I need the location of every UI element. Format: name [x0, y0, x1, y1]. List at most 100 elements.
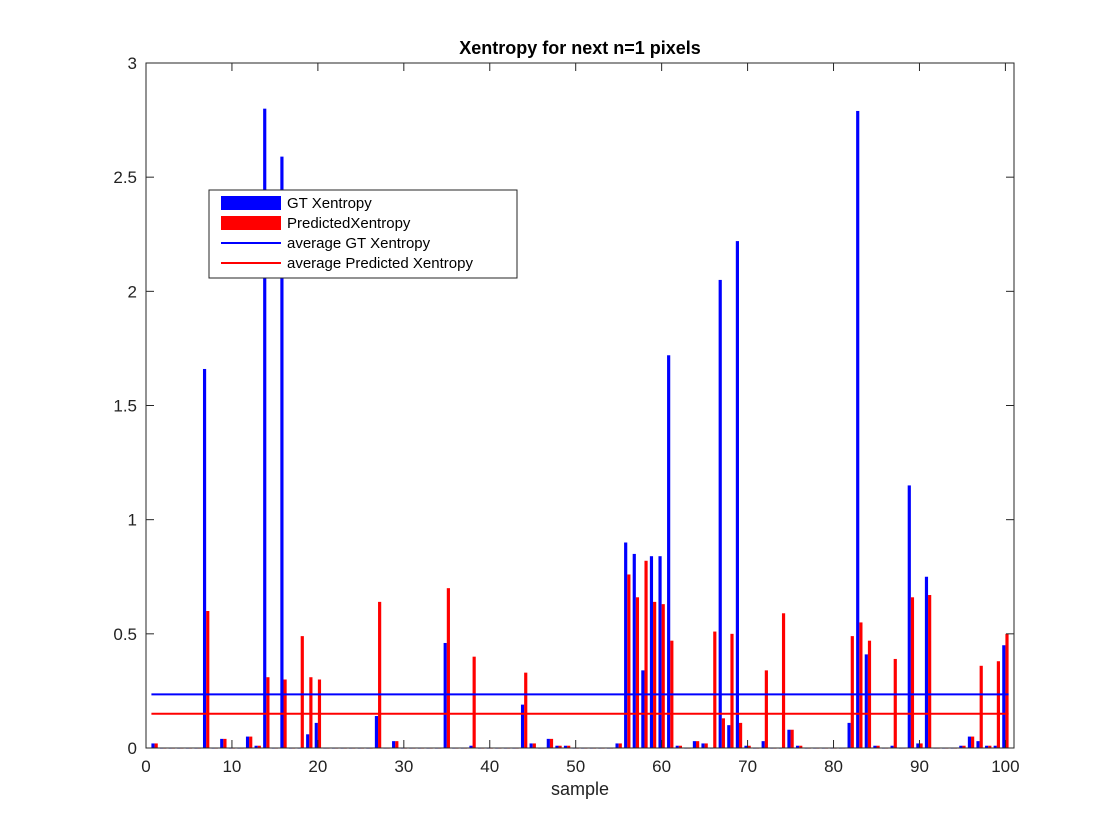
- bar-predicted-59: [653, 601, 657, 748]
- bar-gt-55: [615, 743, 619, 748]
- x-tick-label: 50: [566, 757, 585, 776]
- x-tick-label: 70: [738, 757, 757, 776]
- bar-predicted-82: [850, 636, 854, 748]
- bar-gt-90: [916, 743, 920, 748]
- bar-predicted-45: [532, 743, 536, 748]
- legend: GT Xentropy PredictedXentropy average GT X…: [208, 189, 518, 279]
- bar-predicted-19: [309, 677, 313, 748]
- y-tick-label: 3: [128, 54, 137, 73]
- bar-predicted-99: [996, 661, 1000, 748]
- bar-predicted-60: [661, 604, 665, 748]
- bar-predicted-18: [300, 636, 304, 748]
- bar-gt-27: [374, 716, 379, 748]
- bar-gt-60: [658, 556, 662, 748]
- bar-predicted-96: [971, 736, 975, 748]
- bar-gt-44: [520, 704, 525, 748]
- y-tick-label: 0.5: [113, 625, 137, 644]
- y-tick-label: 1: [128, 511, 137, 530]
- bar-predicted-1: [154, 743, 158, 748]
- bar-gt-56: [624, 542, 628, 748]
- chart-title: Xentropy for next n=1 pixels: [459, 38, 701, 58]
- bar-predicted-62: [678, 745, 683, 748]
- bar-gt-29: [392, 741, 396, 748]
- bar-predicted-14: [266, 677, 270, 748]
- x-axis-label: sample: [551, 779, 609, 799]
- bar-gt-85: [873, 745, 877, 748]
- bar-gt-64: [692, 741, 697, 748]
- bar-gt-1: [151, 743, 155, 748]
- bar-gt-7: [202, 368, 207, 748]
- bar-predicted-85: [876, 745, 880, 748]
- bar-predicted-72: [764, 670, 768, 748]
- bar-gt-99: [993, 745, 997, 748]
- y-tick-label: 0: [128, 739, 137, 758]
- legend-entry-label: PredictedXentropy: [287, 215, 411, 232]
- bar-gt-97: [976, 741, 980, 748]
- bar-predicted-29: [395, 741, 399, 748]
- x-tick-label: 60: [652, 757, 671, 776]
- bar-predicted-89: [910, 597, 915, 748]
- bar-predicted-97: [979, 665, 983, 748]
- bar-predicted-12: [249, 736, 253, 748]
- legend-swatch-bar: [221, 216, 281, 230]
- bar-gt-98: [985, 745, 989, 748]
- x-tick-label: 10: [222, 757, 241, 776]
- bar-predicted-13: [257, 745, 261, 748]
- bar-predicted-49: [567, 745, 571, 748]
- bar-predicted-58: [644, 560, 648, 748]
- bar-predicted-91: [928, 595, 932, 748]
- bar-predicted-47: [549, 738, 554, 748]
- bar-predicted-90: [919, 743, 923, 748]
- y-tick-label: 2.5: [113, 168, 137, 187]
- bar-predicted-9: [223, 738, 227, 748]
- bar-gt-35: [443, 642, 447, 748]
- bar-predicted-100: [1005, 633, 1009, 748]
- reference-lines-group: [151, 693, 1009, 715]
- bar-gt-12: [245, 736, 250, 748]
- bar-gt-45: [529, 743, 533, 748]
- bar-predicted-56: [627, 574, 631, 748]
- bar-series-group: [151, 108, 1009, 749]
- x-tick-label: 20: [308, 757, 327, 776]
- bar-gt-20: [314, 722, 318, 748]
- bar-predicted-66: [713, 631, 717, 748]
- bar-predicted-38: [472, 656, 476, 748]
- bar-predicted-55: [618, 743, 622, 748]
- legend-entry-label: average Predicted Xentropy: [287, 255, 473, 272]
- bar-gt-83: [856, 110, 860, 748]
- bar-gt-82: [847, 722, 851, 748]
- bar-predicted-87: [893, 658, 897, 748]
- bar-predicted-83: [859, 622, 863, 748]
- bar-predicted-67: [721, 718, 725, 748]
- bar-predicted-98: [988, 745, 992, 748]
- plot-area: [146, 63, 1014, 748]
- bar-gt-47: [546, 738, 550, 748]
- bar-gt-9: [220, 738, 224, 748]
- bar-gt-89: [907, 485, 911, 748]
- legend-entry-label: average GT Xentropy: [287, 235, 431, 252]
- bar-predicted-7: [206, 611, 210, 748]
- x-tick-label: 90: [910, 757, 929, 776]
- bar-gt-68: [727, 725, 731, 748]
- y-tick-label: 1.5: [113, 397, 137, 416]
- bar-gt-96: [967, 736, 972, 748]
- bar-predicted-35: [446, 588, 450, 748]
- bar-gt-14: [263, 108, 267, 749]
- bar-gt-72: [761, 741, 765, 748]
- x-axis: 0 10 20 30 40 50 60 70 80 90 100: [141, 63, 1020, 776]
- bar-predicted-57: [635, 597, 640, 748]
- bar-gt-76: [795, 745, 800, 748]
- bar-predicted-74: [781, 613, 786, 748]
- bar-gt-75: [787, 729, 791, 748]
- bar-gt-65: [701, 743, 705, 748]
- x-tick-label: 0: [141, 757, 150, 776]
- bar-gt-19: [306, 734, 310, 748]
- bar-predicted-44: [524, 672, 528, 748]
- legend-swatch-bar: [221, 196, 281, 210]
- bar-predicted-65: [704, 743, 708, 748]
- bar-gt-57: [632, 553, 636, 748]
- bar-gt-13: [254, 745, 258, 748]
- bar-predicted-48: [558, 745, 562, 748]
- bar-gt-87: [890, 745, 894, 748]
